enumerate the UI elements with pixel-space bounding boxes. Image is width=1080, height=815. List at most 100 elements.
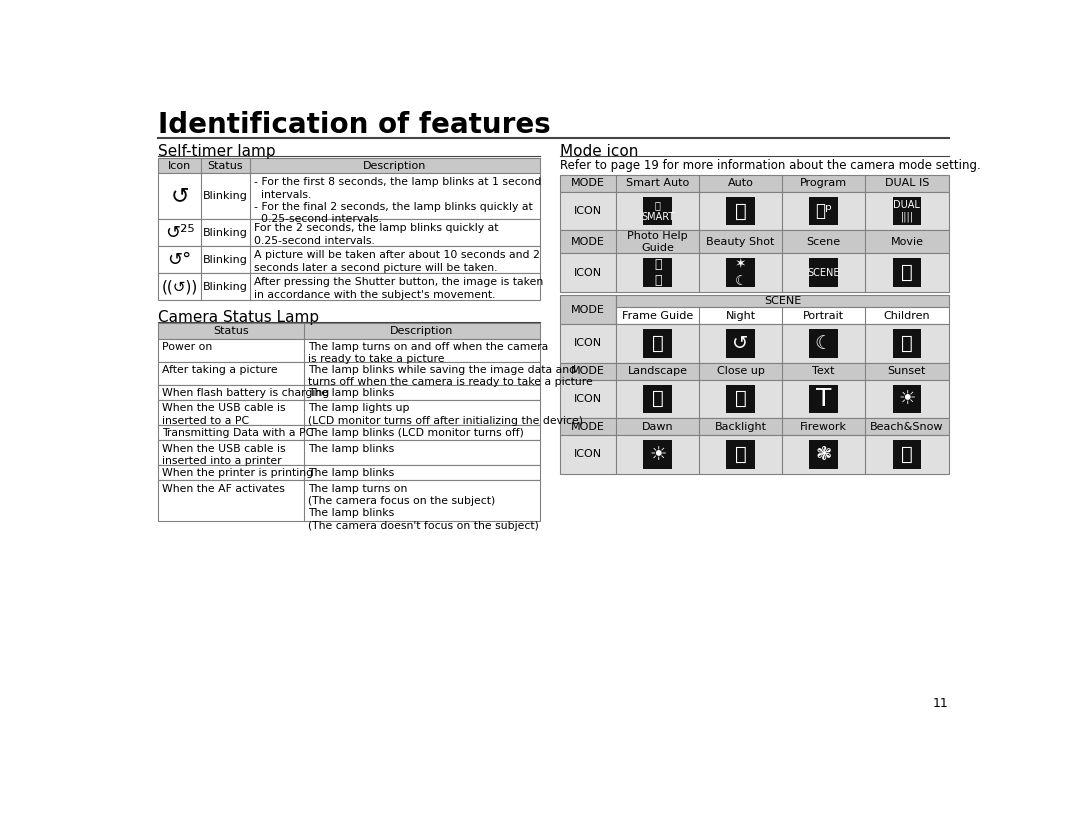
Text: 11: 11 <box>933 697 948 710</box>
Text: ↺: ↺ <box>171 187 189 206</box>
Text: Sunset: Sunset <box>888 366 926 377</box>
Text: Description: Description <box>390 326 454 336</box>
Bar <box>559 324 948 363</box>
Text: When flash battery is charging: When flash battery is charging <box>162 388 329 398</box>
Text: ICON: ICON <box>573 338 602 349</box>
Text: Blinking: Blinking <box>203 255 247 265</box>
Text: The lamp blinks (LCD monitor turns off): The lamp blinks (LCD monitor turns off) <box>308 428 524 438</box>
Text: ICON: ICON <box>573 267 602 278</box>
Bar <box>644 329 672 358</box>
Text: MODE: MODE <box>571 366 605 377</box>
Text: T: T <box>815 387 832 411</box>
Text: A picture will be taken after about 10 seconds and 2
seconds later a second pict: A picture will be taken after about 10 s… <box>255 250 540 273</box>
Text: 👶: 👶 <box>901 334 913 353</box>
Bar <box>159 385 540 400</box>
Text: Description: Description <box>363 161 427 170</box>
Text: MODE: MODE <box>571 305 605 315</box>
Text: ⛱: ⛱ <box>901 445 913 464</box>
Bar <box>559 192 948 231</box>
Bar <box>809 385 838 413</box>
Bar <box>159 400 540 425</box>
Bar <box>644 196 672 225</box>
Bar <box>809 258 838 287</box>
Bar <box>644 440 672 469</box>
Bar <box>159 339 540 362</box>
Text: The lamp blinks: The lamp blinks <box>308 388 394 398</box>
Bar <box>809 196 838 225</box>
Text: Text: Text <box>812 366 835 377</box>
Text: Close up: Close up <box>717 366 765 377</box>
Text: Refer to page 19 for more information about the camera mode setting.: Refer to page 19 for more information ab… <box>559 160 981 173</box>
Bar <box>809 440 838 469</box>
Text: Photo Help
Guide: Photo Help Guide <box>627 231 688 253</box>
Text: The lamp turns on
(The camera focus on the subject)
The lamp blinks
(The camera : The lamp turns on (The camera focus on t… <box>308 483 539 531</box>
Text: Power on: Power on <box>162 341 213 352</box>
Text: The lamp blinks: The lamp blinks <box>308 468 394 478</box>
Text: The lamp blinks: The lamp blinks <box>308 443 394 453</box>
Text: 👤: 👤 <box>734 445 746 464</box>
Text: MODE: MODE <box>571 237 605 247</box>
Bar <box>644 385 672 413</box>
Text: ↺²⁵: ↺²⁵ <box>165 224 194 242</box>
Text: Night: Night <box>726 311 756 321</box>
Bar <box>159 324 540 339</box>
Text: Program: Program <box>800 178 847 188</box>
Text: Beach&Snow: Beach&Snow <box>870 421 944 432</box>
Text: Status: Status <box>207 161 243 170</box>
Text: DUAL IS: DUAL IS <box>885 178 929 188</box>
Text: When the AF activates: When the AF activates <box>162 483 285 494</box>
Text: Transmitting Data with a PC: Transmitting Data with a PC <box>162 428 313 438</box>
Bar <box>559 380 948 418</box>
Text: Smart Auto: Smart Auto <box>626 178 689 188</box>
Text: Blinking: Blinking <box>203 228 247 238</box>
Text: ❃: ❃ <box>815 445 832 464</box>
Bar <box>617 307 948 324</box>
Bar <box>892 196 921 225</box>
Text: ⛰: ⛰ <box>652 390 663 408</box>
Text: MODE: MODE <box>571 178 605 188</box>
Text: Beauty Shot: Beauty Shot <box>706 237 774 247</box>
Text: For the 2 seconds, the lamp blinks quickly at
0.25-second intervals.: For the 2 seconds, the lamp blinks quick… <box>255 223 499 245</box>
Bar <box>559 435 948 474</box>
Bar <box>892 440 921 469</box>
Text: SCENE: SCENE <box>764 296 801 306</box>
Text: Landscape: Landscape <box>627 366 688 377</box>
Text: Camera Status Lamp: Camera Status Lamp <box>159 310 320 324</box>
Bar <box>617 295 948 307</box>
Text: Blinking: Blinking <box>203 282 247 292</box>
Text: Status: Status <box>213 326 248 336</box>
Bar <box>727 258 755 287</box>
Bar <box>159 174 540 219</box>
Bar <box>159 425 540 440</box>
Bar <box>727 329 755 358</box>
Bar <box>892 329 921 358</box>
Text: 📷
SMART: 📷 SMART <box>642 200 674 222</box>
Text: SCENE: SCENE <box>808 267 840 278</box>
Bar <box>559 231 948 253</box>
Bar <box>159 158 540 174</box>
Text: When the USB cable is
inserted into a printer: When the USB cable is inserted into a pr… <box>162 443 286 466</box>
Text: Identification of features: Identification of features <box>159 111 551 139</box>
Bar <box>809 329 838 358</box>
Text: Icon: Icon <box>167 161 191 170</box>
Text: 📷: 📷 <box>734 201 746 221</box>
Bar <box>559 174 948 192</box>
Text: Frame Guide: Frame Guide <box>622 311 693 321</box>
Bar <box>159 362 540 385</box>
Bar <box>159 481 540 521</box>
Text: The lamp turns on and off when the camera
is ready to take a picture: The lamp turns on and off when the camer… <box>308 341 548 364</box>
Text: ↺: ↺ <box>732 334 748 353</box>
Bar <box>892 258 921 287</box>
Text: MODE: MODE <box>571 421 605 432</box>
Bar <box>892 385 921 413</box>
Bar <box>159 465 540 481</box>
Text: After taking a picture: After taking a picture <box>162 365 278 375</box>
Text: Auto: Auto <box>728 178 754 188</box>
Bar <box>159 440 540 465</box>
Text: 📷
👤: 📷 👤 <box>654 258 661 287</box>
Text: Movie: Movie <box>890 237 923 247</box>
Text: ICON: ICON <box>573 394 602 404</box>
Bar <box>159 273 540 300</box>
Bar <box>559 363 948 380</box>
Text: ☀: ☀ <box>649 445 666 464</box>
